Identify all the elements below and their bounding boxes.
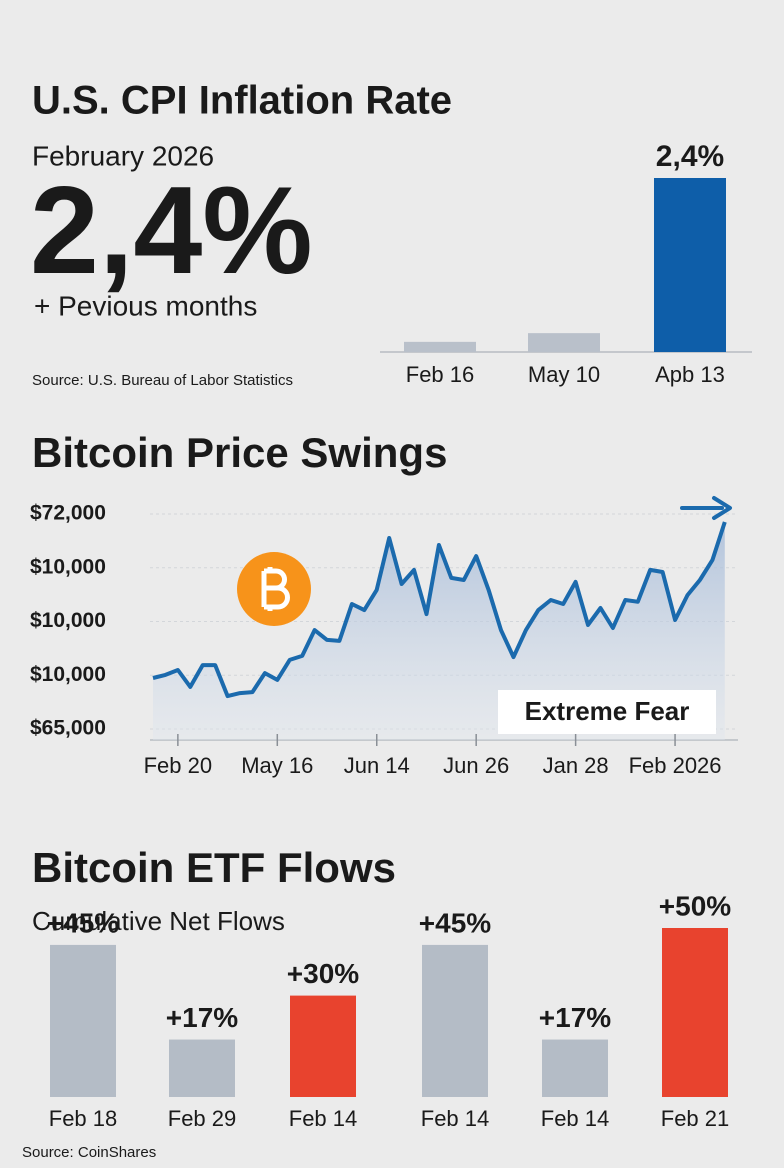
bar [422, 944, 488, 1097]
cpi-headline: 2,4% [30, 162, 313, 300]
btc-chart: $65,000 $10,000 $10,000 $10,000 $72,000 Feb 2… [30, 502, 738, 778]
cpi-title: U.S. CPI Inflation Rate [32, 79, 452, 123]
x-tick-label: Feb 16 [406, 362, 475, 387]
value-label: +45% [419, 907, 491, 938]
value-label: 2,4% [656, 140, 724, 173]
annotation-box [498, 690, 716, 734]
bitcoin-symbol [261, 567, 290, 611]
line [152, 521, 727, 699]
x-tick-label: Jan 28 [543, 753, 609, 778]
annotation: Extreme Fear [525, 696, 690, 726]
value-label: +17% [539, 1002, 611, 1033]
x-tick-label: Feb 14 [289, 1106, 358, 1131]
x-tick-label: Feb 14 [541, 1106, 610, 1131]
arrow-head [712, 496, 732, 520]
y-tick-label: $10,000 [30, 609, 106, 632]
bar [662, 928, 728, 1097]
value-label: +45% [47, 907, 119, 938]
x-tick-label: Feb 14 [421, 1106, 490, 1131]
bar [169, 1039, 235, 1097]
bar [528, 333, 600, 352]
bar [50, 944, 116, 1097]
etf-chart: +45% Feb 18 +17% Feb 29 +30% Feb 14 +45% Feb 14… [47, 890, 731, 1130]
btc-title: Bitcoin Price Swings [32, 429, 447, 476]
value-label: +50% [659, 890, 731, 921]
bar [542, 1039, 608, 1097]
y-tick-label: $10,000 [30, 663, 106, 686]
x-tick-label: Apb 13 [655, 362, 725, 387]
y-tick-label: $65,000 [30, 717, 106, 740]
x-tick-label: Feb 29 [168, 1106, 237, 1131]
x-tick-label: May 10 [528, 362, 600, 387]
value-label: +17% [166, 1002, 238, 1033]
etf-title: Bitcoin ETF Flows [32, 844, 396, 891]
x-tick-label: Jun 26 [443, 753, 509, 778]
x-tick-label: Feb 20 [144, 753, 213, 778]
y-tick-label: $72,000 [30, 502, 106, 525]
cpi-subtitle: February 2026 [32, 140, 214, 171]
etf-subtitle: Cumulative Net Flows [32, 906, 285, 936]
x-tick-label: Feb 2026 [629, 753, 722, 778]
bar [654, 178, 726, 352]
cpi-chart: Feb 16 May 10 2,4% Apb 13 [404, 140, 726, 387]
bar [290, 995, 356, 1097]
area [153, 522, 725, 740]
x-tick-label: Jun 14 [344, 753, 410, 778]
value-label: +30% [287, 958, 359, 989]
x-tick-label: Feb 21 [661, 1106, 730, 1131]
cpi-note: + Pevious months [34, 290, 257, 321]
y-tick-label: $10,000 [30, 555, 106, 578]
x-tick-label: May 16 [241, 753, 313, 778]
bar [404, 341, 476, 352]
cpi-source: Source: U.S. Bureau of Labor Statistics [32, 372, 293, 389]
etf-source: Source: CoinShares [22, 1144, 156, 1161]
x-tick-label: Feb 18 [49, 1106, 118, 1131]
